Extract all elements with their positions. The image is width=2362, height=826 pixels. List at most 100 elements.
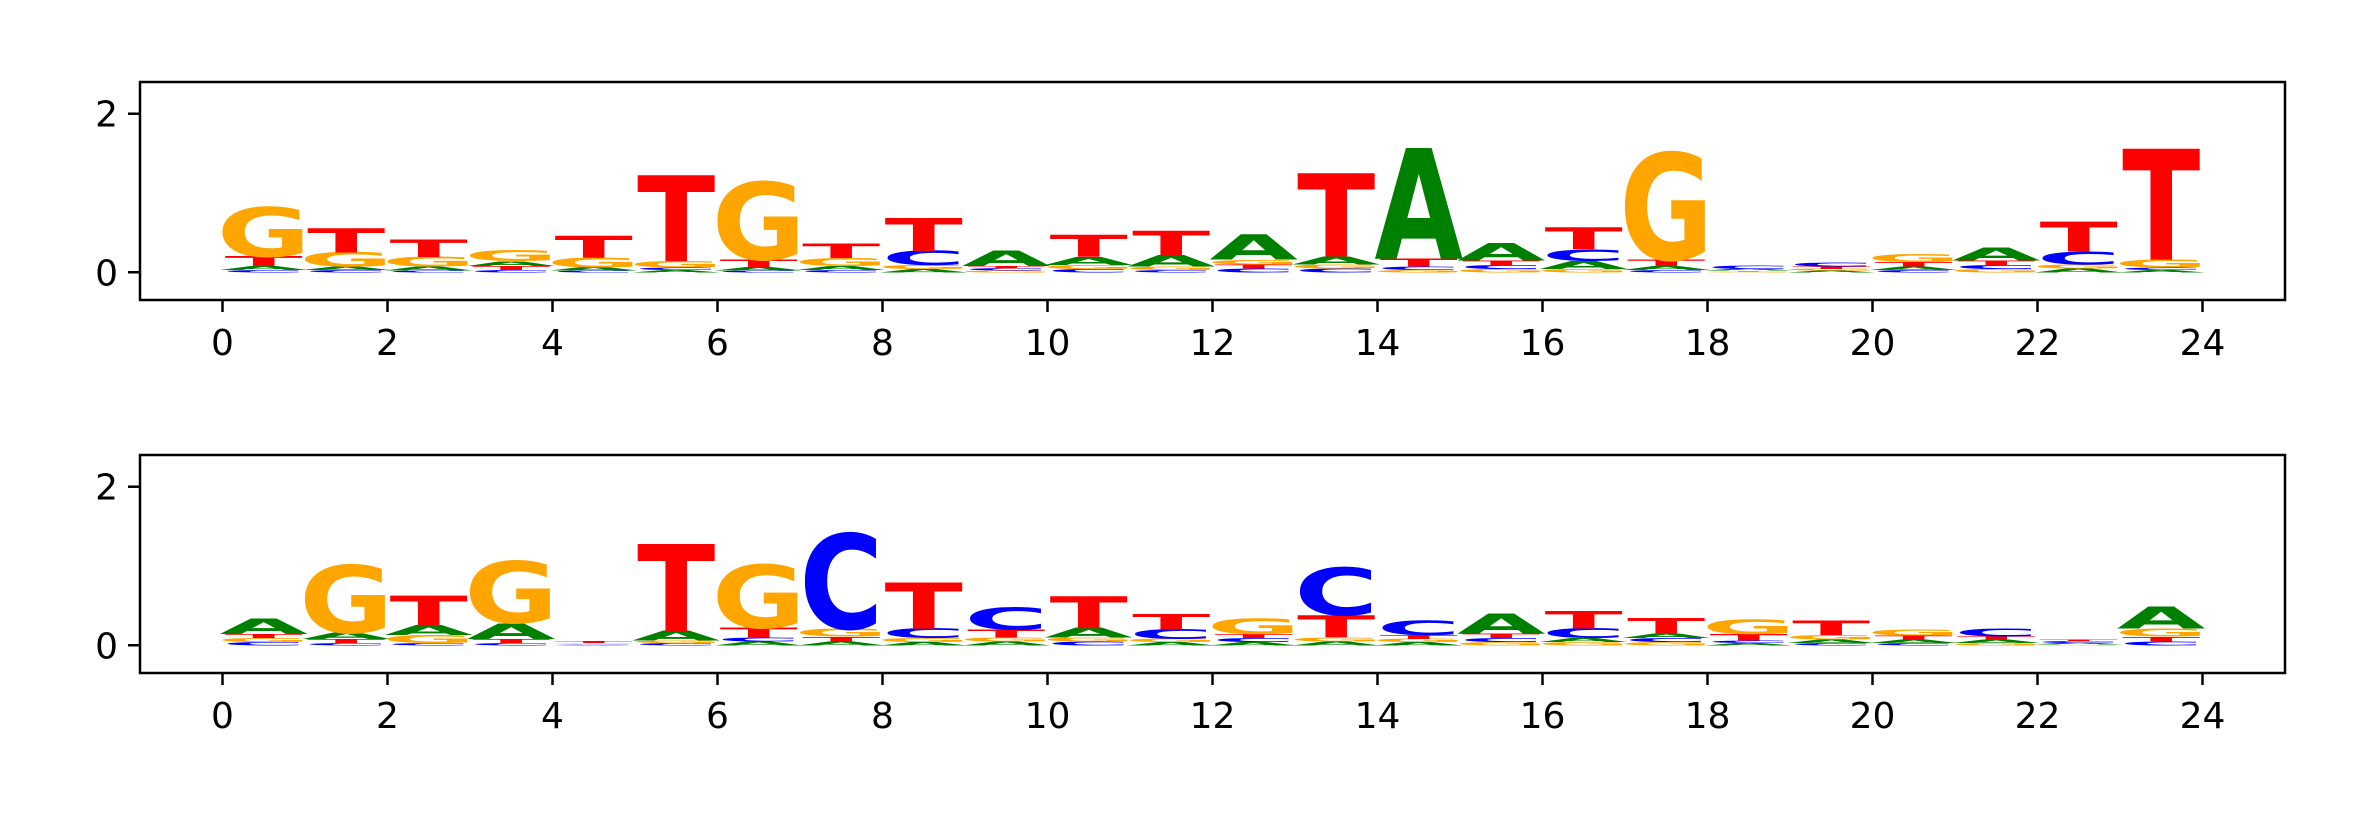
logo-letter-C-pos-11: C: [1129, 269, 1213, 273]
y-tick-label: 2: [95, 468, 118, 509]
x-tick-label: 2: [376, 696, 399, 737]
logo-letter-T-pos-4: T: [555, 641, 633, 644]
logo-letter-T-pos-14: T: [1380, 634, 1458, 640]
logo-letter-C-pos-12: C: [1212, 267, 1296, 273]
logo-letter-A-pos-7: A: [797, 265, 886, 271]
logo-letter-G-pos-16: G: [1537, 268, 1631, 273]
logo-letter-C-pos-0: C: [222, 641, 306, 646]
logo-letter-A-pos-20: A: [1869, 266, 1958, 271]
logo-letter-T-pos-8: T: [885, 208, 963, 261]
logo-letter-T-pos-6: T: [720, 625, 799, 640]
logo-letter-G-pos-4: G: [547, 643, 641, 644]
logo-letter-C-pos-14: C: [1377, 617, 1461, 640]
logo-letter-A-pos-2: A: [384, 623, 473, 638]
logo-letter-T-pos-19: T: [1792, 617, 1870, 640]
logo-letter-C-pos-0: C: [222, 269, 306, 273]
logo-letter-T-pos-18: T: [1710, 633, 1788, 643]
logo-letter-C-pos-15: C: [1459, 637, 1543, 643]
logo-letter-G-pos-2: G: [382, 255, 476, 270]
x-tick-label: 0: [211, 696, 234, 737]
logo-letter-A-pos-4: A: [549, 644, 638, 645]
logo-letter-T-pos-15: T: [1462, 259, 1540, 267]
logo-letter-T-pos-0: T: [225, 254, 304, 269]
logo-letter-C-pos-4: C: [552, 643, 636, 644]
logo-letter-T-pos-21: T: [1957, 636, 2035, 641]
logo-letter-A-pos-15: A: [1457, 238, 1546, 266]
x-tick-label: 14: [1355, 323, 1401, 364]
logo-letter-G-pos-5: G: [629, 640, 723, 644]
logo-letter-A-pos-22: A: [2034, 267, 2123, 273]
logo-letter-A-pos-1: A: [302, 266, 391, 271]
logo-letter-G-pos-15: G: [1454, 268, 1548, 273]
y-tick-label: 0: [95, 253, 118, 294]
x-tick-label: 12: [1190, 323, 1236, 364]
x-tick-label: 4: [541, 696, 564, 737]
logo-letter-G-pos-14: G: [1372, 638, 1466, 643]
x-tick-label: 22: [2015, 323, 2061, 364]
logo-letter-A-pos-23: A: [2117, 600, 2206, 636]
logo-letter-T-pos-20: T: [1875, 261, 1953, 269]
logo-letter-A-pos-9: A: [962, 640, 1051, 646]
logo-letter-T-pos-18: T: [1710, 270, 1788, 271]
logo-letter-G-pos-0: G: [217, 195, 311, 273]
logo-letter-C-pos-13: C: [1294, 554, 1378, 630]
logo-letter-T-pos-5: T: [637, 520, 715, 660]
x-tick-label: 4: [541, 323, 564, 364]
logo-letter-C-pos-21: C: [1954, 264, 2038, 270]
x-tick-label: 22: [2015, 696, 2061, 737]
logo-letter-A-pos-22: A: [2034, 642, 2123, 645]
logo-letter-G-pos-11: G: [1124, 638, 1218, 643]
logo-letter-C-pos-7: C: [799, 508, 883, 660]
x-tick-label: 18: [1685, 323, 1731, 364]
x-tick-label: 10: [1025, 696, 1071, 737]
logo-letter-T-pos-7: T: [802, 635, 880, 643]
logo-letter-A-pos-7: A: [797, 640, 886, 646]
logo-letter-C-pos-10: C: [1047, 640, 1131, 646]
logo-letter-G-pos-0: G: [217, 637, 311, 643]
logo-letter-G-pos-16: G: [1537, 641, 1631, 646]
logo-letter-G-pos-21: G: [1949, 268, 2043, 273]
logo-letter-A-pos-8: A: [879, 641, 968, 646]
logo-letter-G-pos-17: G: [1619, 125, 1713, 295]
logo-letter-T-pos-1: T: [307, 222, 385, 260]
logo-letter-T-pos-22: T: [2040, 639, 2118, 642]
logo-letter-T-pos-20: T: [1875, 635, 1953, 641]
logo-letter-T-pos-13: T: [1297, 151, 1375, 284]
logo-letter-C-pos-9: C: [964, 601, 1048, 637]
x-tick-label: 20: [1850, 696, 1896, 737]
logo-letter-C-pos-22: C: [2037, 248, 2121, 268]
logo-letter-G-pos-18: G: [1702, 616, 1796, 639]
logo-letter-G-pos-6: G: [712, 161, 806, 285]
logo-letter-A-pos-5: A: [632, 269, 721, 273]
logo-letter-G-pos-3: G: [464, 544, 558, 643]
logo-letter-A-pos-15: A: [1457, 608, 1546, 640]
logo-letter-A-pos-3: A: [467, 619, 556, 644]
logo-letter-G-pos-17: G: [1619, 641, 1713, 646]
logo-letter-T-pos-10: T: [1050, 588, 1128, 638]
x-tick-label: 6: [706, 323, 729, 364]
logo-letter-G-pos-19: G: [1784, 634, 1878, 642]
logo-letter-T-pos-0: T: [225, 633, 303, 639]
x-tick-label: 16: [1520, 696, 1566, 737]
logo-letter-T-pos-5: T: [637, 153, 715, 290]
logo-letter-C-pos-8: C: [882, 626, 966, 641]
logo-letter-C-pos-19: C: [1789, 262, 1873, 268]
logo-letter-T-pos-15: T: [1462, 632, 1540, 640]
logo-letter-A-pos-10: A: [1044, 625, 1133, 640]
x-tick-label: 24: [2180, 696, 2226, 737]
logo-letter-A-pos-21: A: [1952, 244, 2041, 264]
logo-letter-T-pos-19: T: [1792, 266, 1870, 270]
x-tick-label: 10: [1025, 323, 1071, 364]
logo-letter-A-pos-9: A: [962, 246, 1051, 271]
logo-letter-T-pos-2: T: [390, 588, 469, 636]
logo-letter-G-pos-5: G: [629, 260, 723, 270]
x-tick-label: 16: [1520, 323, 1566, 364]
logo-letter-C-pos-4: C: [552, 270, 636, 273]
logo-letter-T-pos-17: T: [1627, 613, 1705, 638]
logo-letter-G-pos-1: G: [299, 249, 393, 272]
logo-letter-A-pos-18: A: [1704, 269, 1793, 272]
logo-letter-T-pos-14: T: [1380, 257, 1459, 270]
logo-letter-C-pos-10: C: [1047, 268, 1131, 273]
